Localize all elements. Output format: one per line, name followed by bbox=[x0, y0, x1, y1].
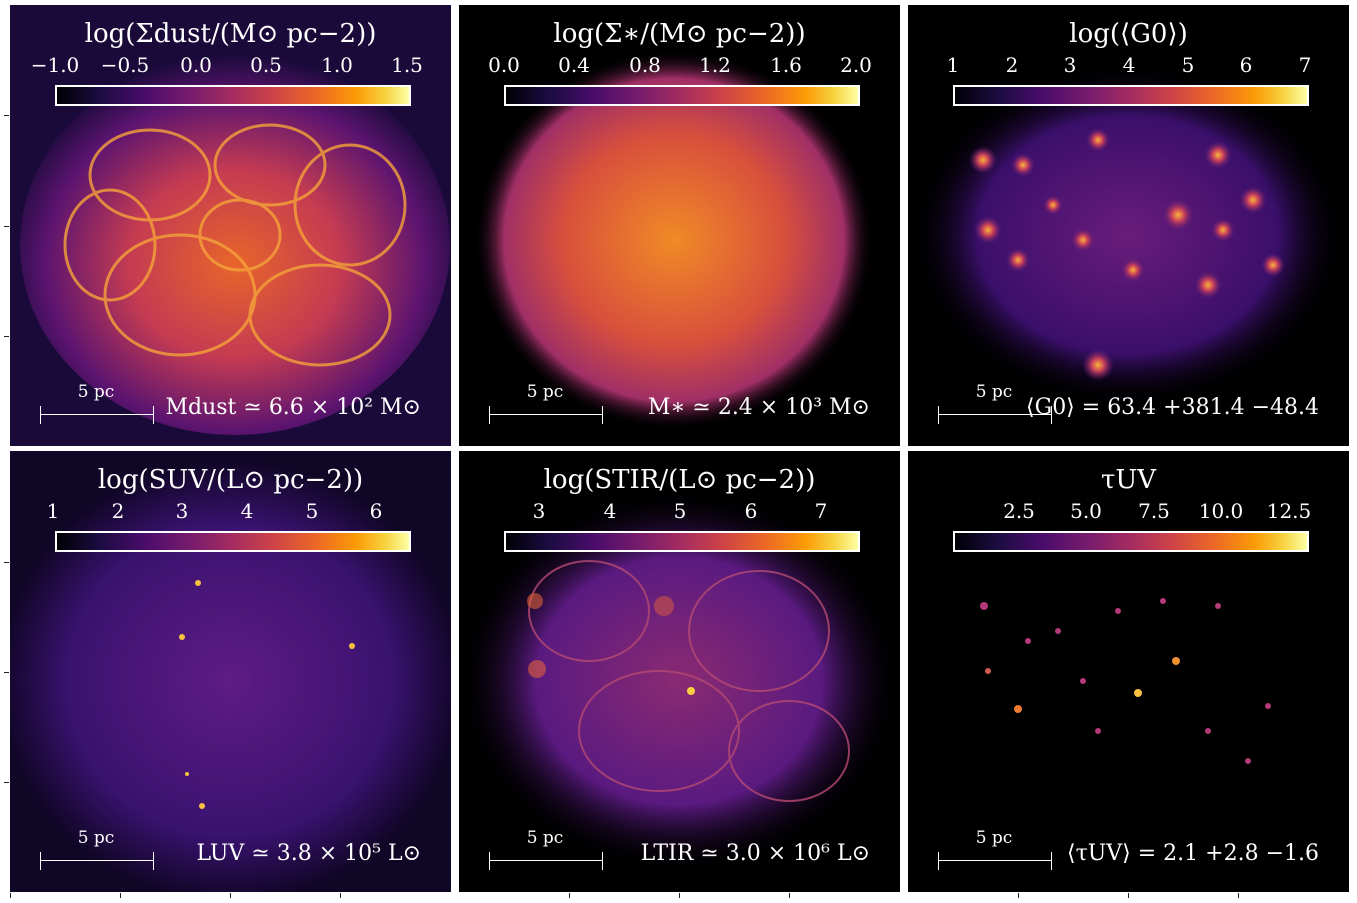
stellar-map-image bbox=[459, 5, 900, 446]
total-value-annotation: M∗ ≃ 2.4 × 10³ M⊙ bbox=[647, 395, 870, 420]
scale-bar-label: 5 pc bbox=[77, 828, 115, 848]
colorbar-tick: 4 bbox=[603, 499, 617, 523]
colorbar-tick: 5 bbox=[1181, 53, 1195, 77]
colorbar-tick: 6 bbox=[1239, 53, 1253, 77]
total-value-annotation: Mdust ≃ 6.6 × 10² M⊙ bbox=[165, 395, 421, 420]
colorbar-tick: 0.0 bbox=[180, 53, 212, 77]
panel-uv-surface-brightness: log(SUV/(L⊙ pc−2)) 1 2 3 4 5 6 5 pc LUV … bbox=[10, 451, 451, 892]
colorbar-tick: 1 bbox=[946, 53, 960, 77]
axis-tick bbox=[679, 893, 680, 898]
panel-tir-surface-brightness: log(STIR/(L⊙ pc−2)) 3 4 5 6 7 5 pc LTIR … bbox=[459, 451, 900, 892]
scale-bar bbox=[489, 852, 603, 870]
mean-value-annotation: ⟨G0⟩ = 63.4 +381.4 −48.4 bbox=[1026, 395, 1319, 420]
colorbar-tick: 1.5 bbox=[391, 53, 423, 77]
colorbar-tick: 2 bbox=[111, 499, 125, 523]
axis-tick bbox=[4, 336, 9, 337]
colorbar-tick: 7 bbox=[1298, 53, 1312, 77]
scale-bar bbox=[938, 852, 1052, 870]
scale-bar-label: 5 pc bbox=[526, 828, 564, 848]
colorbar-tick: −0.5 bbox=[100, 53, 150, 77]
scale-bar-label: 5 pc bbox=[975, 828, 1013, 848]
colorbar-title: τUV bbox=[1100, 465, 1157, 495]
colorbar-tick: 2.0 bbox=[840, 53, 872, 77]
axis-tick bbox=[4, 226, 9, 227]
colorbar-tick: 5 bbox=[673, 499, 687, 523]
axis-tick bbox=[120, 893, 121, 898]
colorbar-tick: 5.0 bbox=[1070, 499, 1102, 523]
colorbar-tick: 1.2 bbox=[699, 53, 731, 77]
colorbar-tick: 6 bbox=[744, 499, 758, 523]
panel-uv-optical-depth: τUV 2.5 5.0 7.5 10.0 12.5 5 pc ⟨τUV⟩ = 2… bbox=[908, 451, 1349, 892]
colorbar-tick: 0.4 bbox=[558, 53, 590, 77]
axis-tick bbox=[1238, 893, 1239, 898]
scale-bar bbox=[938, 406, 1052, 424]
colorbar-tick: 1 bbox=[46, 499, 60, 523]
colorbar-tick: 6 bbox=[369, 499, 383, 523]
axis-tick bbox=[569, 893, 570, 898]
total-value-annotation: LUV ≃ 3.8 × 10⁵ L⊙ bbox=[196, 841, 421, 866]
tir-map-image bbox=[459, 451, 900, 892]
mean-value-annotation: ⟨τUV⟩ = 2.1 +2.8 −1.6 bbox=[1066, 841, 1319, 866]
colorbar-tick: 12.5 bbox=[1266, 499, 1312, 523]
scale-bar-label: 5 pc bbox=[77, 382, 115, 402]
axis-tick bbox=[789, 893, 790, 898]
colorbar bbox=[504, 85, 860, 106]
axis-tick bbox=[4, 672, 9, 673]
colorbar bbox=[55, 531, 411, 552]
colorbar-title: log(⟨G0⟩) bbox=[1069, 19, 1188, 49]
colorbar-title: log(Σdust/(M⊙ pc−2)) bbox=[84, 19, 377, 49]
colorbar-tick: 3 bbox=[532, 499, 546, 523]
colorbar-title: log(SUV/(L⊙ pc−2)) bbox=[97, 465, 364, 495]
axis-tick bbox=[4, 782, 9, 783]
colorbar-title: log(STIR/(L⊙ pc−2)) bbox=[543, 465, 816, 495]
colorbar-tick: 0.8 bbox=[629, 53, 661, 77]
scale-bar bbox=[40, 406, 154, 424]
panel-stellar-surface-density: log(Σ∗/(M⊙ pc−2)) 0.0 0.4 0.8 1.2 1.6 2.… bbox=[459, 5, 900, 446]
total-value-annotation: LTIR ≃ 3.0 × 10⁶ L⊙ bbox=[640, 841, 870, 866]
axis-tick bbox=[4, 562, 9, 563]
colorbar-tick: 7 bbox=[814, 499, 828, 523]
colorbar bbox=[953, 531, 1309, 552]
colorbar-tick: 1.6 bbox=[770, 53, 802, 77]
colorbar-tick: 4 bbox=[1122, 53, 1136, 77]
axis-tick bbox=[1128, 893, 1129, 898]
colorbar bbox=[504, 531, 860, 552]
colorbar-tick: 7.5 bbox=[1138, 499, 1170, 523]
g0-map-image bbox=[908, 5, 1349, 446]
axis-tick bbox=[340, 893, 341, 898]
axis-tick bbox=[1018, 893, 1019, 898]
colorbar-tick: −1.0 bbox=[30, 53, 80, 77]
colorbar-tick: 10.0 bbox=[1198, 499, 1244, 523]
scale-bar-label: 5 pc bbox=[975, 382, 1013, 402]
colorbar-tick: 0.5 bbox=[250, 53, 282, 77]
colorbar-tick: 1.0 bbox=[321, 53, 353, 77]
colorbar bbox=[953, 85, 1309, 106]
uv-map-image bbox=[10, 451, 451, 892]
tau-map-image bbox=[908, 451, 1349, 892]
colorbar bbox=[55, 85, 411, 106]
axis-tick bbox=[230, 893, 231, 898]
colorbar-tick: 2.5 bbox=[1003, 499, 1035, 523]
colorbar-title: log(Σ∗/(M⊙ pc−2)) bbox=[553, 19, 806, 49]
colorbar-tick: 2 bbox=[1005, 53, 1019, 77]
scale-bar bbox=[40, 852, 154, 870]
axis-tick bbox=[10, 893, 11, 898]
colorbar-tick: 4 bbox=[240, 499, 254, 523]
colorbar-tick: 0.0 bbox=[488, 53, 520, 77]
colorbar-tick: 3 bbox=[175, 499, 189, 523]
panel-dust-surface-density: log(Σdust/(M⊙ pc−2)) −1.0 −0.5 0.0 0.5 1… bbox=[10, 5, 451, 446]
scale-bar bbox=[489, 406, 603, 424]
colorbar-tick: 3 bbox=[1063, 53, 1077, 77]
panel-g0-field: log(⟨G0⟩) 1 2 3 4 5 6 7 5 pc ⟨G0⟩ = 63.4… bbox=[908, 5, 1349, 446]
axis-tick bbox=[4, 115, 9, 116]
colorbar-tick: 5 bbox=[305, 499, 319, 523]
dust-map-image bbox=[10, 5, 451, 446]
scale-bar-label: 5 pc bbox=[526, 382, 564, 402]
